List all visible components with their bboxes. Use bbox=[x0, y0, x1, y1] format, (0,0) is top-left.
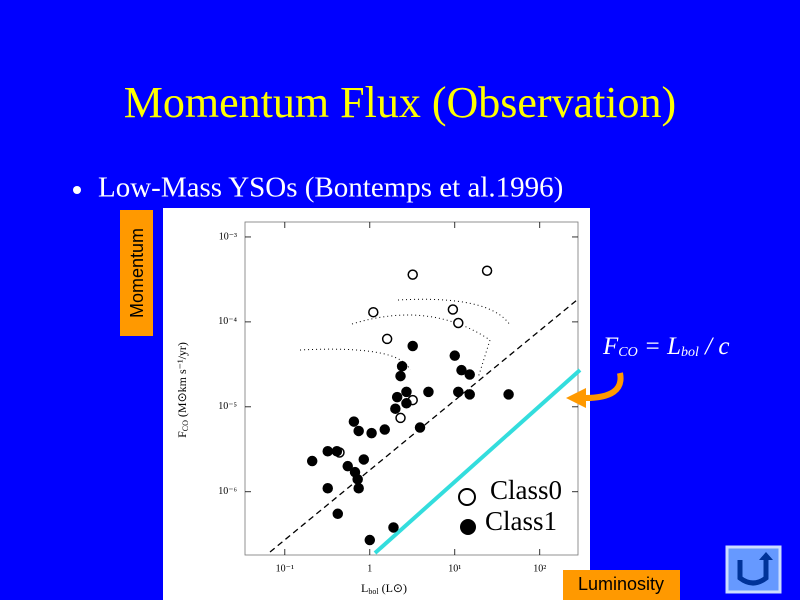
x-tick-label: 10² bbox=[533, 563, 546, 574]
filled-point bbox=[401, 398, 412, 409]
open-point bbox=[381, 333, 393, 345]
filled-point bbox=[407, 340, 418, 352]
filled-point bbox=[364, 534, 376, 546]
filled-point bbox=[332, 508, 344, 520]
return-button[interactable] bbox=[725, 545, 782, 594]
open-point bbox=[447, 304, 459, 315]
legend-marker-open bbox=[458, 488, 476, 506]
y-tick-label: 10⁻⁵ bbox=[218, 401, 237, 412]
filled-point bbox=[464, 369, 475, 380]
filled-point bbox=[503, 389, 514, 400]
x-tick-label: 10¹ bbox=[448, 563, 461, 574]
equation: FCO = Lbol / c bbox=[602, 333, 729, 360]
filled-point bbox=[423, 386, 434, 398]
filled-point bbox=[358, 454, 370, 465]
x-axis-label: Lbol (L⊙) bbox=[361, 581, 407, 596]
filled-point bbox=[306, 455, 318, 467]
filled-point bbox=[366, 427, 377, 439]
filled-point bbox=[401, 386, 412, 398]
filled-point bbox=[352, 474, 363, 485]
x-tick-label: 10⁻¹ bbox=[276, 563, 294, 574]
dotted-tracks bbox=[299, 298, 511, 379]
y-tick-label: 10⁻⁶ bbox=[218, 486, 237, 497]
filled-point bbox=[353, 482, 364, 494]
filled-point bbox=[449, 350, 461, 361]
y-tick-label: 10⁻³ bbox=[219, 231, 237, 242]
cyan-relation bbox=[373, 368, 582, 555]
dashed-relation bbox=[269, 299, 578, 553]
filled-point bbox=[391, 391, 403, 403]
filled-point bbox=[331, 445, 343, 457]
slide-title: Momentum Flux (Observation) bbox=[124, 78, 676, 127]
filled-point bbox=[395, 370, 406, 382]
bottom-label-box bbox=[563, 570, 680, 600]
side-label: Momentum bbox=[127, 228, 147, 318]
filled-point bbox=[348, 416, 360, 427]
filled-point bbox=[456, 364, 467, 376]
y-axis-label: FCO (M⊙km s⁻¹/yr) bbox=[175, 342, 190, 438]
side-label-box bbox=[120, 210, 153, 336]
pointer-arrow bbox=[584, 372, 624, 401]
plot-frame bbox=[244, 221, 579, 556]
bullet-dot bbox=[73, 186, 81, 194]
open-point bbox=[395, 412, 406, 424]
button-face[interactable] bbox=[725, 545, 782, 594]
filled-point bbox=[396, 361, 408, 372]
button-icon bbox=[737, 560, 769, 586]
y-tick-label: 10⁻⁴ bbox=[218, 316, 237, 327]
filled-point bbox=[353, 425, 364, 437]
filled-point bbox=[464, 389, 475, 400]
open-point bbox=[407, 269, 418, 280]
bottom-label: Luminosity bbox=[578, 574, 664, 594]
filled-point bbox=[414, 422, 426, 433]
open-point bbox=[481, 265, 493, 277]
x-tick-label: 1 bbox=[367, 563, 372, 574]
filled-point bbox=[322, 445, 333, 457]
filled-point bbox=[390, 403, 401, 414]
bullet-text: Low-Mass YSOs (Bontemps et al.1996) bbox=[98, 172, 563, 204]
figure-panel bbox=[163, 208, 590, 600]
legend-label: Class0 bbox=[490, 475, 562, 505]
legend-label: Class1 bbox=[485, 506, 557, 536]
filled-point bbox=[322, 482, 333, 494]
filled-point bbox=[453, 386, 464, 398]
button-icon-head bbox=[759, 552, 773, 560]
legend-marker-filled bbox=[460, 519, 476, 535]
pointer-arrowhead bbox=[566, 388, 586, 408]
filled-point bbox=[342, 460, 353, 472]
open-point bbox=[453, 317, 464, 329]
filled-point bbox=[379, 424, 391, 435]
open-point bbox=[368, 306, 379, 318]
filled-point bbox=[388, 522, 399, 533]
